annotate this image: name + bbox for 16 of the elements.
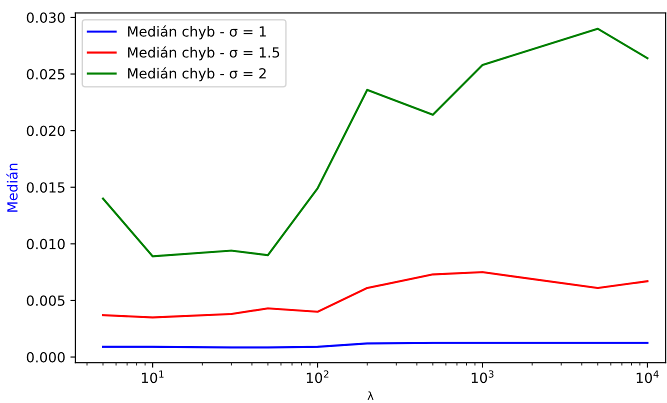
y-tick-label: 0.000 bbox=[26, 352, 65, 363]
y-tick-label: 0.030 bbox=[26, 12, 65, 23]
x-tick-label: 10$^{3}$ bbox=[472, 370, 494, 384]
x-axis-title: λ bbox=[368, 391, 374, 400]
y-tick-label: 0.015 bbox=[26, 182, 64, 193]
legend-label: Medián chyb - σ = 1 bbox=[128, 25, 266, 40]
y-tick-label: 0.020 bbox=[26, 126, 65, 136]
legend-label: Medián chyb - σ = 1.5 bbox=[128, 46, 280, 60]
y-axis-title: Medián bbox=[6, 164, 18, 212]
y-tick-label: 0.025 bbox=[26, 68, 64, 80]
x-tick-label: 10$^{4}$ bbox=[636, 370, 659, 384]
y-tick-label: 0.010 bbox=[26, 238, 65, 250]
legend-label: Medián chyb - σ = 2 bbox=[128, 67, 266, 82]
x-tick-label: 10$^{1}$ bbox=[142, 370, 164, 384]
y-tick-label: 0.005 bbox=[26, 295, 64, 306]
x-tick-label: 10$^{2}$ bbox=[306, 370, 328, 384]
